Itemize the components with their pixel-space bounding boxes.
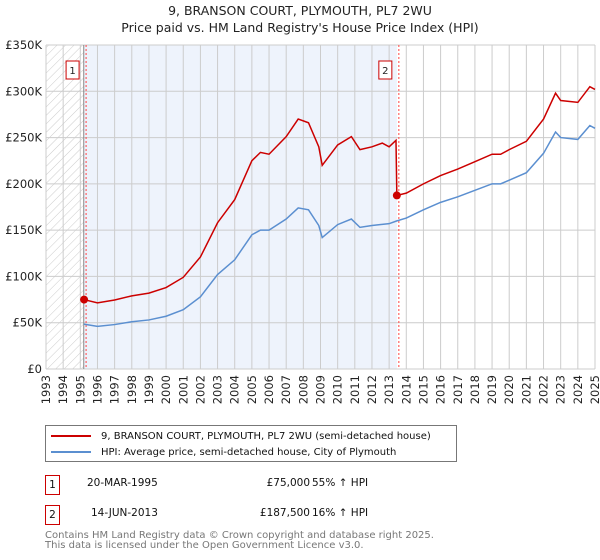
chart-subtitle: Price paid vs. HM Land Registry's House … — [121, 20, 479, 35]
x-tick-label: 2010 — [331, 375, 345, 404]
x-tick-label: 2008 — [296, 375, 310, 404]
x-tick-label: 1994 — [56, 375, 70, 404]
sale-price: £75,000 — [266, 477, 310, 489]
x-tick-label: 2006 — [262, 375, 276, 404]
legend-label-property: 9, BRANSON COURT, PLYMOUTH, PL7 2WU (sem… — [101, 430, 431, 442]
x-tick-label: 2021 — [519, 375, 533, 404]
x-tick-label: 2016 — [434, 375, 448, 404]
x-tick-label: 1995 — [73, 375, 87, 404]
x-tick-label: 1997 — [108, 375, 122, 404]
sale-1-point — [80, 295, 89, 304]
x-tick-label: 2025 — [588, 375, 600, 404]
x-tick-label: 2007 — [279, 375, 293, 404]
y-tick-label: £200K — [5, 177, 42, 191]
sale-1-label: 1 — [69, 66, 75, 77]
y-tick-label: £0 — [27, 362, 42, 376]
sale-2-label: 2 — [382, 66, 388, 77]
series-line-property — [83, 85, 596, 304]
sale-number: 1 — [45, 475, 60, 495]
x-tick-label: 2002 — [193, 375, 207, 404]
y-tick-label: £250K — [5, 131, 42, 145]
x-tick-label: 2019 — [485, 375, 499, 404]
footer: Contains HM Land Registry data © Crown c… — [45, 531, 434, 551]
sale-delta: 55% ↑ HPI — [312, 477, 369, 489]
x-tick-label: 2017 — [451, 375, 465, 404]
sale-2-label-box — [378, 60, 393, 80]
x-tick-label: 2001 — [176, 375, 190, 404]
footer-line-1: Contains HM Land Registry data © Crown c… — [45, 530, 434, 541]
hatched-no-data-region — [46, 45, 84, 369]
chart-title: 9, BRANSON COURT, PLYMOUTH, PL7 2WU — [168, 3, 432, 18]
legend: 9, BRANSON COURT, PLYMOUTH, PL7 2WU (sem… — [45, 425, 457, 462]
sale-row-2: 2 14-JUN-2013 £187,500 16% ↑ HPI — [45, 505, 465, 525]
x-tick-label: 2018 — [468, 375, 482, 404]
y-tick-label: £350K — [5, 38, 42, 52]
sale-delta: 16% ↑ HPI — [312, 507, 369, 519]
x-tick-label: 1996 — [90, 375, 104, 404]
legend-swatch-hpi — [51, 451, 91, 453]
x-tick-label: 2011 — [348, 375, 362, 404]
x-tick-label: 1999 — [142, 375, 156, 404]
x-tick-label: 2020 — [502, 375, 516, 404]
legend-item-property: 9, BRANSON COURT, PLYMOUTH, PL7 2WU (sem… — [51, 429, 431, 443]
x-tick-label: 2005 — [245, 375, 259, 404]
sale-number: 2 — [45, 505, 60, 525]
x-tick-label: 2009 — [314, 375, 328, 404]
x-tick-label: 1993 — [39, 375, 53, 404]
x-tick-label: 2013 — [382, 375, 396, 404]
x-tick-label: 2000 — [159, 375, 173, 404]
legend-item-hpi: HPI: Average price, semi-detached house,… — [51, 445, 396, 459]
sale-2-point — [392, 191, 401, 200]
x-tick-label: 1998 — [125, 375, 139, 404]
y-tick-label: £50K — [13, 316, 43, 330]
x-tick-label: 2022 — [537, 375, 551, 404]
x-tick-label: 2024 — [571, 375, 585, 404]
sale-row-1: 1 20-MAR-1995 £75,000 55% ↑ HPI — [45, 475, 465, 495]
x-tick-label: 2015 — [416, 375, 430, 404]
legend-label-hpi: HPI: Average price, semi-detached house,… — [101, 446, 397, 458]
shaded-period — [83, 45, 397, 369]
sale-date: 20-MAR-1995 — [87, 477, 158, 489]
x-tick-label: 2014 — [399, 375, 413, 404]
x-tick-label: 2012 — [365, 375, 379, 404]
plot-area: 1993 1994 1995 1996 1997 1998 1999 2000 2001 2002… — [5, 38, 600, 404]
x-tick-label: 2004 — [228, 375, 242, 404]
y-tick-label: £100K — [5, 269, 42, 283]
sale-price: £187,500 — [259, 507, 310, 519]
x-tick-label: 2003 — [211, 375, 225, 404]
sale-date: 14-JUN-2013 — [91, 507, 158, 519]
x-tick-label: 2023 — [554, 375, 568, 404]
legend-swatch-property — [51, 435, 91, 437]
sale-1-label-box — [65, 60, 80, 80]
series-line-hpi — [83, 124, 596, 328]
y-tick-label: £150K — [5, 223, 42, 237]
footer-line-2: This data is licensed under the Open Gov… — [45, 540, 364, 551]
y-tick-label: £300K — [5, 84, 42, 98]
